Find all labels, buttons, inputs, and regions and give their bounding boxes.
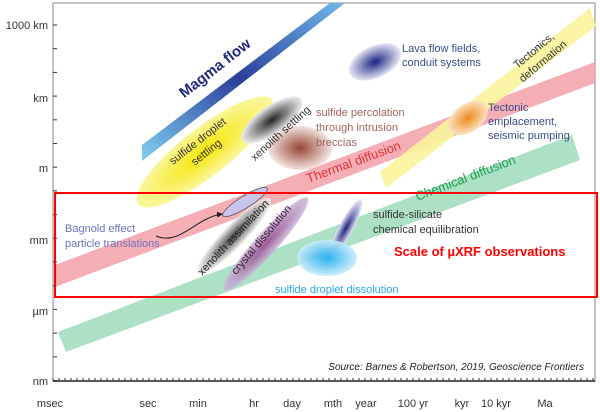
bagnold-label-2: particle translations — [65, 238, 160, 250]
x-tick-label: msec — [37, 398, 64, 410]
y-tick-label: 1000 km — [6, 20, 48, 32]
source-citation: Source: Barnes & Robertson, 2019, Geosci… — [328, 362, 584, 373]
y-tick-label: µm — [32, 306, 48, 318]
lava-flow-ellipse — [348, 43, 402, 81]
x-tick-label: year — [355, 398, 377, 410]
droplet-dissolution-label: sulfide droplet dissolution — [275, 284, 399, 296]
x-tick-label: Ma — [537, 398, 553, 410]
sulfide-settling-ellipse — [136, 96, 274, 208]
tectonic-emp-label-2: emplacement, — [488, 116, 557, 128]
equilibration-label-2: chemical equilibration — [373, 224, 479, 236]
equilibration-label-1: sulfide-silicate — [373, 209, 442, 221]
y-tick-label: m — [39, 163, 48, 175]
x-tick-label: 100 yr — [398, 398, 429, 410]
tectonic-emp-label-1: Tectonic — [488, 102, 529, 114]
droplet-dissolution-ellipse — [297, 240, 357, 276]
bagnold-label-1: Bagnold effect — [65, 223, 135, 235]
lava-label-2: conduit systems — [402, 57, 481, 69]
percolation-label-1: sulfide percolation — [316, 107, 405, 119]
x-tick-label: day — [283, 398, 301, 410]
xenolith-assimilation-ellipse — [197, 197, 271, 275]
uxrf-scale-label: Scale of µXRF observations — [394, 244, 565, 259]
lava-label-1: Lava flow fields, — [402, 43, 480, 55]
xenolith-settling-ellipse — [241, 96, 303, 144]
tectonic-emp-label-3: seismic pumping — [488, 130, 570, 142]
y-tick-label: nm — [33, 376, 48, 388]
tectonics-band — [380, 8, 596, 188]
x-tick-label: min — [189, 398, 207, 410]
bagnold-arrow — [155, 211, 223, 239]
crystal-dissolution-ellipse — [223, 197, 309, 291]
y-tick-label: km — [33, 93, 48, 105]
x-tick-label: hr — [249, 398, 259, 410]
x-tick-label: kyr — [455, 398, 470, 410]
tectonic-emplacement-ellipse — [448, 100, 488, 136]
uxrf-scale-box — [54, 192, 598, 298]
percolation-label-2: through intrusion — [316, 122, 398, 134]
x-tick-label: mth — [324, 398, 342, 410]
x-tick-label: 10 kyr — [481, 398, 511, 410]
y-tick-label: mm — [30, 235, 48, 247]
magma-flow-band — [142, 3, 345, 161]
x-tick-label: sec — [139, 398, 157, 410]
percolation-label-3: breccias — [316, 137, 357, 149]
percolation-blob — [268, 126, 332, 170]
